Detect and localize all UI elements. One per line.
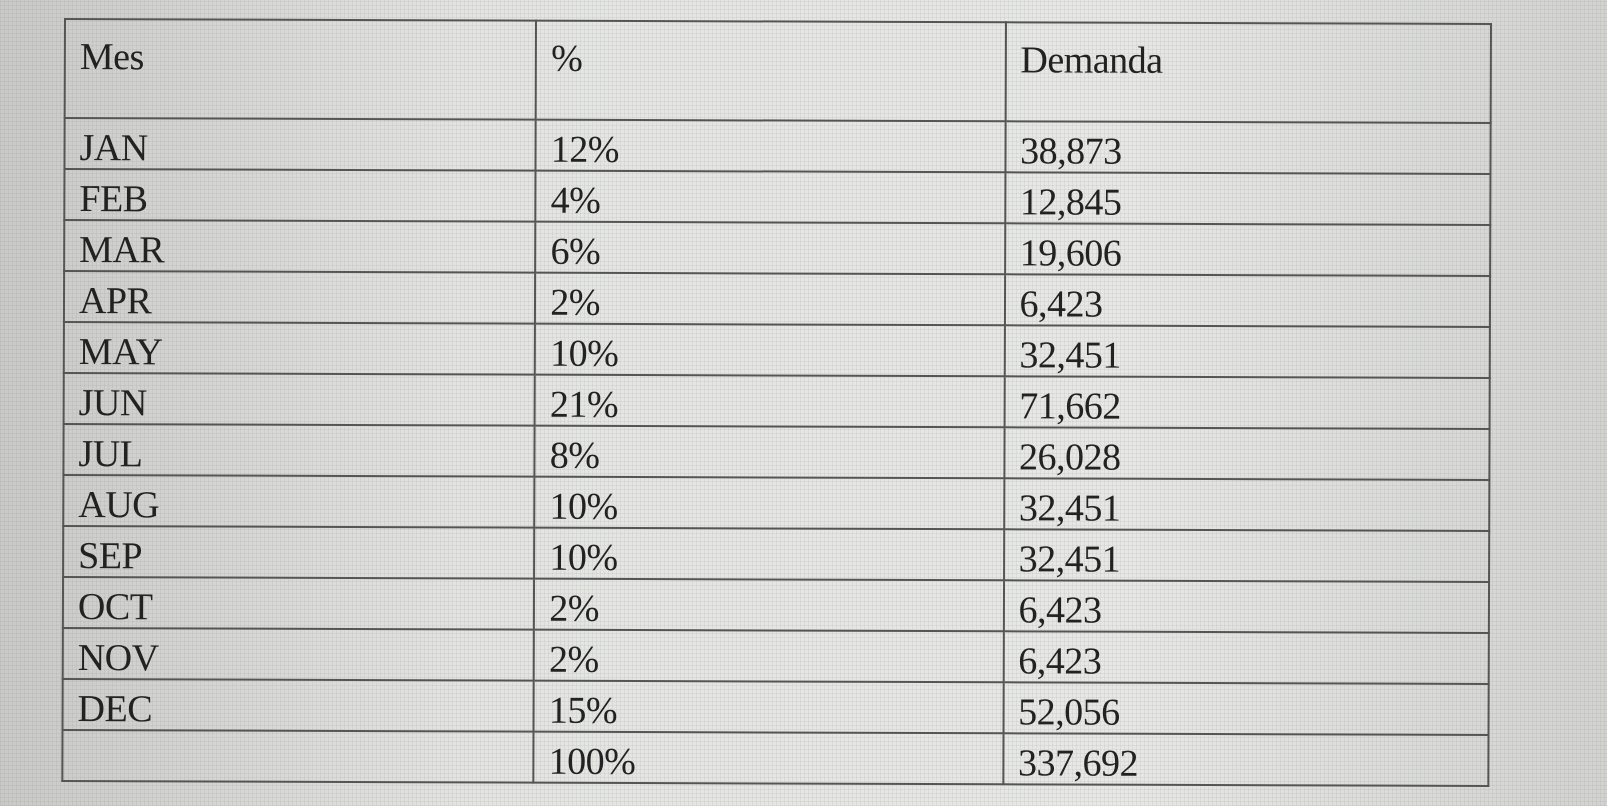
percent-cell: 8% (534, 425, 1005, 479)
demand-cell: 6,423 (1003, 580, 1490, 633)
total-row: 100% 337,692 (62, 729, 1489, 786)
table-row: NOV 2% 6,423 (62, 627, 1489, 684)
table-row: MAY 10% 32,451 (63, 322, 1490, 378)
month-cell: AUG (63, 475, 535, 528)
percent-cell: 6% (535, 221, 1005, 275)
header-month: Mes (64, 19, 537, 120)
table-row: JAN 12% 38,873 (64, 118, 1491, 174)
table-row: FEB 4% 12,845 (64, 169, 1491, 225)
percent-cell: 15% (533, 680, 1004, 734)
demand-cell: 12,845 (1004, 172, 1491, 225)
month-cell: MAR (64, 220, 536, 273)
month-cell: JUN (63, 373, 536, 426)
percent-cell: 10% (534, 476, 1004, 530)
table-row: APR 2% 6,423 (63, 271, 1491, 327)
table-row: MAR 6% 19,606 (64, 220, 1491, 276)
header-row: Mes % Demanda (64, 19, 1491, 123)
demand-cell: 6,423 (1004, 274, 1491, 327)
table-row: DEC 15% 52,056 (62, 678, 1489, 735)
month-cell: JAN (64, 118, 536, 171)
total-label-cell (62, 729, 534, 783)
month-cell: FEB (64, 169, 536, 222)
percent-cell: 10% (535, 323, 1005, 377)
percent-cell: 10% (534, 527, 1004, 581)
demand-cell: 38,873 (1005, 121, 1491, 174)
month-cell: OCT (62, 577, 535, 630)
total-percent-cell: 100% (533, 731, 1004, 785)
total-demand-cell: 337,692 (1002, 733, 1489, 786)
demand-cell: 32,451 (1003, 478, 1490, 531)
month-cell: SEP (63, 526, 535, 579)
table-row: JUN 21% 71,662 (63, 373, 1490, 429)
header-percent: % (535, 20, 1006, 122)
percent-cell: 4% (535, 170, 1006, 224)
table-row: AUG 10% 32,451 (63, 475, 1490, 531)
demand-table: Mes % Demanda JAN 12% 38,873 FEB 4% 12,8… (61, 18, 1492, 787)
demand-cell: 52,056 (1003, 682, 1489, 735)
percent-cell: 12% (535, 119, 1006, 173)
percent-cell: 21% (534, 374, 1005, 428)
month-cell: NOV (62, 627, 535, 681)
percent-cell: 2% (534, 578, 1004, 632)
demand-cell: 19,606 (1004, 223, 1491, 276)
month-cell: JUL (63, 424, 535, 477)
demand-cell: 32,451 (1003, 529, 1490, 582)
demand-cell: 6,423 (1003, 631, 1489, 684)
header-demand: Demanda (1005, 22, 1491, 123)
table-row: OCT 2% 6,423 (62, 577, 1490, 633)
table-row: SEP 10% 32,451 (63, 526, 1490, 582)
percent-cell: 2% (535, 272, 1005, 326)
demand-cell: 32,451 (1004, 325, 1490, 378)
demand-cell: 71,662 (1004, 376, 1490, 429)
demand-cell: 26,028 (1003, 427, 1490, 480)
month-cell: APR (63, 271, 536, 324)
month-cell: MAY (63, 322, 536, 375)
table-row: JUL 8% 26,028 (63, 424, 1490, 480)
month-cell: DEC (62, 678, 534, 732)
percent-cell: 2% (533, 629, 1004, 683)
